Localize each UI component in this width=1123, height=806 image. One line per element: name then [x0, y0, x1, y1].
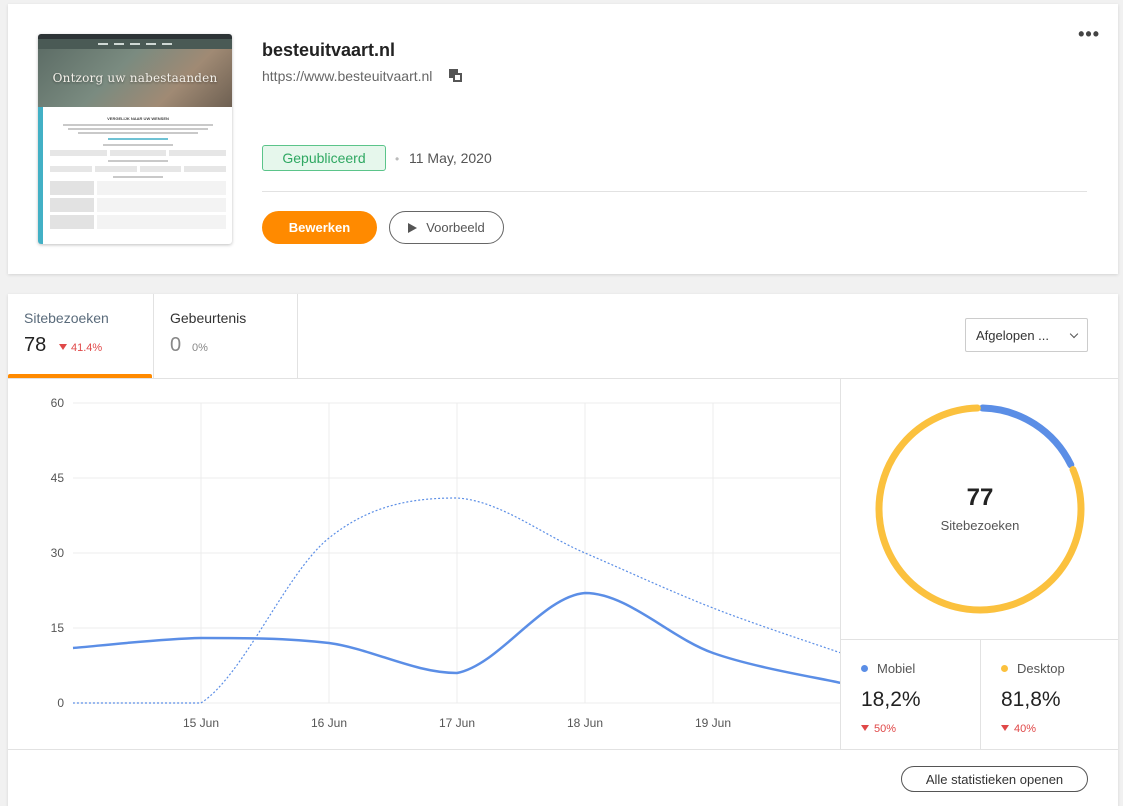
play-icon	[408, 222, 418, 233]
donut-slice-mobile	[979, 404, 1075, 469]
tab-events[interactable]: Gebeurtenis 0 0%	[153, 294, 298, 378]
status-badge: Gepubliceerd	[262, 145, 386, 171]
tab-value: 0	[170, 334, 182, 356]
tab-label: Sitebezoeken	[24, 310, 109, 326]
donut-total: 77	[966, 484, 994, 511]
desktop-dot	[1001, 665, 1008, 672]
thumbnail-navbar	[38, 39, 232, 49]
y-tick-label: 60	[51, 396, 65, 410]
x-tick-label: 18 Jun	[567, 716, 603, 730]
period-select-value: Afgelopen ...	[976, 327, 1049, 343]
period-select[interactable]: Afgelopen ...	[965, 318, 1088, 352]
legend-change: 40%	[1001, 723, 1036, 735]
thumbnail-hero-text: Ontzorg uw nabestaanden	[52, 71, 218, 85]
donut-label: Sitebezoeken	[940, 518, 1020, 533]
tab-site-visits[interactable]: Sitebezoeken 78 41.4%	[8, 294, 152, 378]
open-all-stats-button[interactable]: Alle statistieken openen	[901, 766, 1088, 792]
preview-button-label: Voorbeeld	[426, 220, 485, 235]
divider	[262, 191, 1087, 192]
tabs-divider	[8, 378, 1118, 379]
x-tick-label: 19 Jun	[695, 716, 731, 730]
legend-percent: 81,8%	[1001, 688, 1061, 711]
tab-change: 0%	[192, 342, 208, 354]
tab-change: 41.4%	[59, 342, 102, 354]
thumbnail-hero: Ontzorg uw nabestaanden	[38, 49, 232, 107]
y-tick-label: 0	[57, 696, 64, 710]
legend-change: 50%	[861, 723, 896, 735]
thumbnail-section-heading: VERGELIJK NAAR UW WENSEN	[107, 116, 169, 121]
donut-slice-desktop	[875, 404, 1085, 614]
series-line-previous	[73, 497, 840, 704]
chevron-down-icon	[1069, 329, 1079, 338]
site-url[interactable]: https://www.besteuitvaart.nl	[262, 68, 433, 84]
site-thumbnail[interactable]: Ontzorg uw nabestaanden VERGELIJK NAAR U…	[38, 34, 232, 244]
site-title: besteuitvaart.nl	[262, 40, 396, 60]
stats-card: Sitebezoeken 78 41.4% Gebeurtenis 0 0% A…	[8, 294, 1118, 806]
thumbnail-accent-bar	[38, 107, 43, 244]
legend-percent: 18,2%	[861, 688, 921, 711]
device-legend: Mobiel 18,2% 50% Desktop 81,8% 40%	[840, 639, 1119, 750]
thumbnail-link	[108, 138, 168, 140]
device-donut-chart	[875, 404, 1085, 614]
edit-button[interactable]: Bewerken	[262, 211, 377, 244]
x-tick-label: 15 Jun	[183, 716, 219, 730]
y-tick-label: 45	[51, 471, 65, 485]
line-chart: 60 45 30 15 0 15 Jun 16 Jun 17 Jun 18 Jun 19 Jun	[51, 396, 840, 730]
more-horizontal-icon[interactable]: •••	[1078, 24, 1100, 44]
site-card: Ontzorg uw nabestaanden VERGELIJK NAAR U…	[8, 4, 1118, 274]
thumbnail-topbar	[38, 34, 232, 39]
copy-icon[interactable]	[449, 69, 463, 83]
active-tab-indicator	[8, 374, 152, 379]
x-tick-label: 16 Jun	[311, 716, 347, 730]
legend-item-desktop: Desktop 81,8% 40%	[980, 640, 1119, 750]
mobile-dot	[861, 665, 868, 672]
preview-button[interactable]: Voorbeeld	[389, 211, 504, 244]
x-tick-label: 17 Jun	[439, 716, 475, 730]
y-tick-label: 30	[51, 546, 65, 560]
legend-name: Desktop	[1017, 661, 1065, 676]
legend-item-mobile: Mobiel 18,2% 50%	[841, 640, 980, 750]
y-tick-label: 15	[51, 621, 65, 635]
tab-label: Gebeurtenis	[170, 310, 247, 326]
separator-dot: •	[395, 152, 400, 166]
device-donut-panel: 77 Sitebezoeken	[840, 379, 1118, 639]
series-line-current	[72, 591, 840, 685]
thumbnail-body: VERGELIJK NAAR UW WENSEN	[38, 107, 232, 244]
publish-date: 11 May, 2020	[409, 150, 492, 166]
tab-value: 78	[24, 334, 47, 356]
footer-divider	[8, 749, 1118, 750]
legend-name: Mobiel	[877, 661, 916, 676]
